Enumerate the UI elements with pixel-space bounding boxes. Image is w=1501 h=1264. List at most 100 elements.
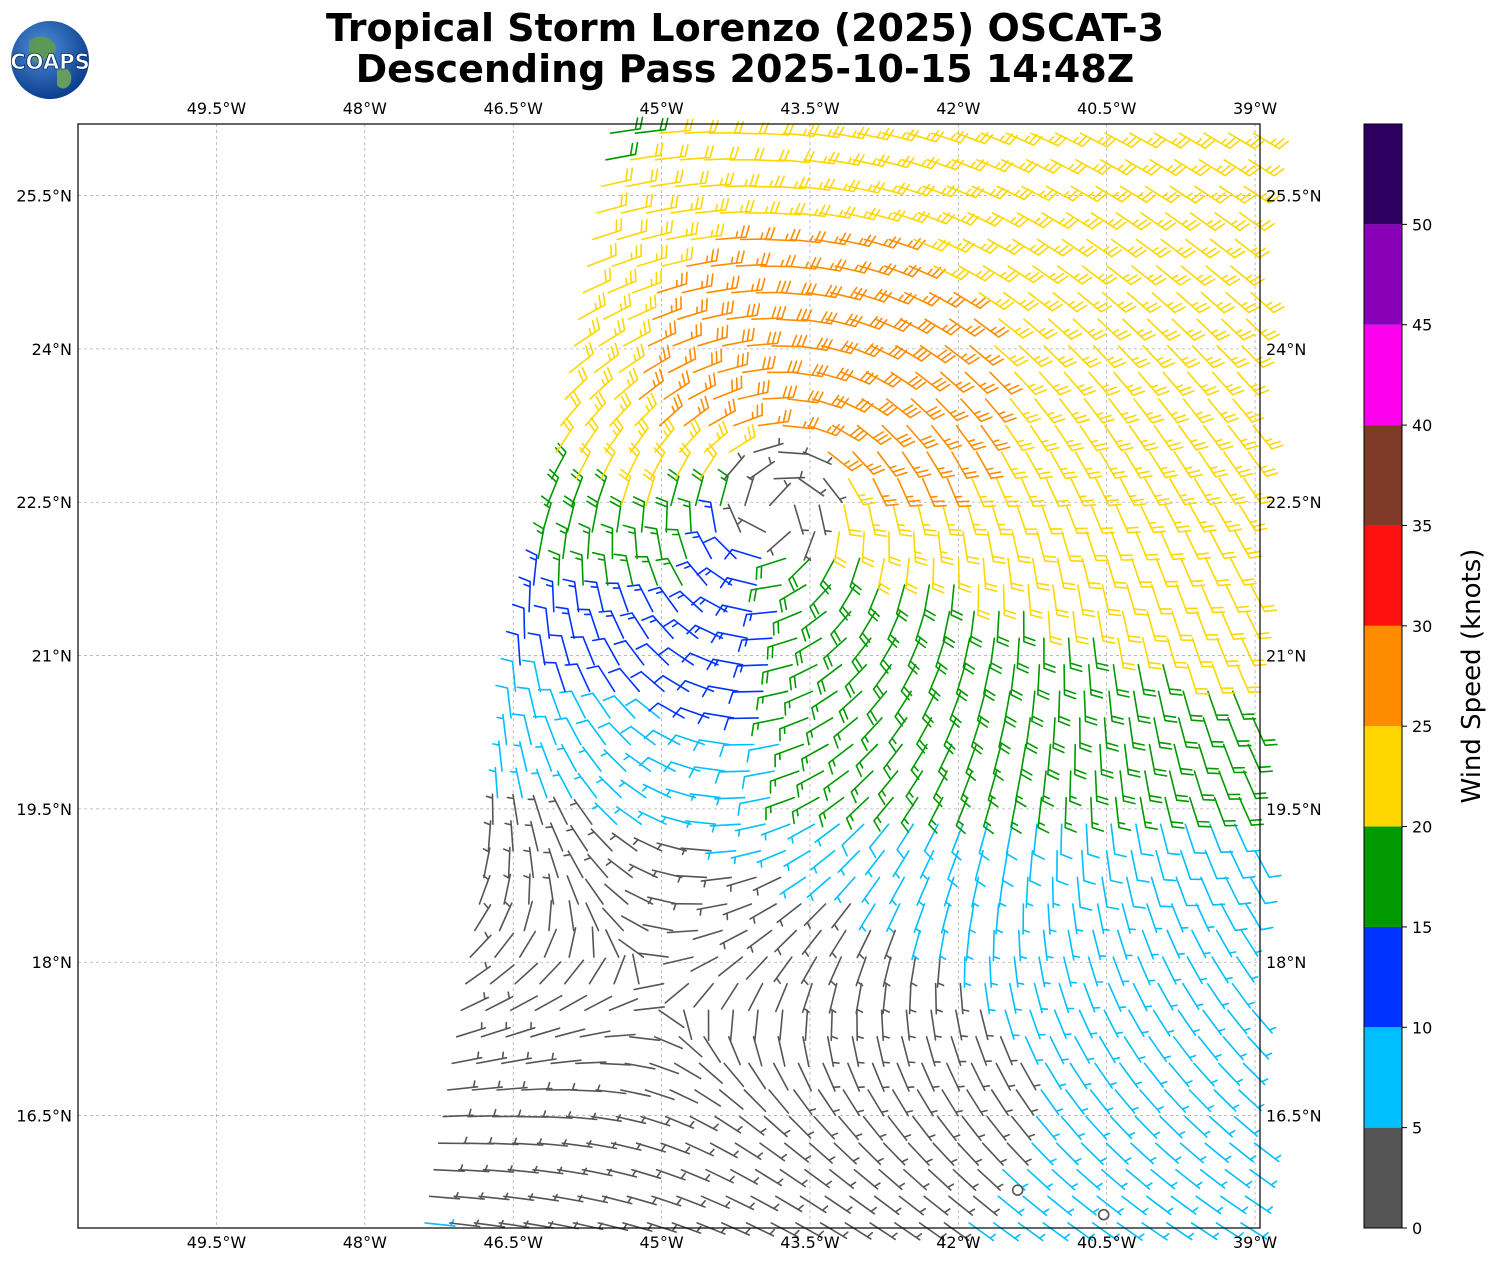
wind-barb	[975, 451, 1004, 480]
wind-barb	[1155, 557, 1180, 588]
wind-barb	[1110, 1115, 1136, 1140]
wind-barb	[1041, 212, 1078, 229]
wind-barb	[1236, 664, 1262, 694]
wind-barb	[1074, 451, 1103, 479]
wind-barb	[495, 684, 512, 719]
wind-barb	[511, 603, 526, 639]
wind-barb	[1191, 929, 1211, 959]
wind-barb	[1094, 1062, 1117, 1089]
wind-barb	[1224, 876, 1252, 905]
colorbar-bin	[1364, 1027, 1402, 1128]
wind-barb	[596, 192, 628, 214]
wind-barb	[719, 743, 755, 757]
wind-barb	[574, 772, 598, 799]
wind-barb	[831, 903, 852, 931]
wind-barb	[765, 796, 795, 821]
lat-tick-label-right: 18°N	[1266, 953, 1306, 972]
wind-barb	[965, 929, 974, 962]
wind-barb	[991, 212, 1029, 228]
wind-barb	[613, 954, 626, 985]
calm-marker	[1097, 1208, 1110, 1221]
wind-barb	[1191, 637, 1215, 668]
wind-barb	[482, 847, 491, 879]
wind-barb	[782, 416, 820, 430]
lon-tick-label-bottom: 43.5°W	[780, 1233, 840, 1252]
wind-barb	[1133, 398, 1165, 424]
wind-barb	[844, 664, 868, 698]
wind-barb	[1009, 982, 1023, 1014]
wind-barb	[554, 1028, 586, 1038]
wind-barb	[772, 1062, 789, 1091]
wind-barb	[911, 929, 921, 961]
wind-barb	[876, 1036, 890, 1067]
wind-barb	[1104, 424, 1134, 452]
wind-barb	[784, 1142, 812, 1163]
wind-barb	[942, 504, 963, 537]
wind-barb	[1114, 1089, 1139, 1114]
wind-barb	[666, 929, 699, 934]
wind-barb	[578, 746, 602, 772]
wind-barb	[810, 850, 836, 874]
wind-barb	[527, 632, 546, 666]
wind-barb	[1194, 185, 1231, 204]
wind-barb	[1213, 796, 1238, 827]
wind-barb	[618, 779, 647, 799]
wind-barb	[1245, 318, 1280, 341]
wind-barb	[988, 956, 998, 988]
wind-barb	[972, 1195, 1000, 1216]
wind-barb	[1164, 1089, 1190, 1113]
wind-barb	[958, 265, 995, 282]
wind-barb	[955, 1009, 968, 1041]
wind-barb	[982, 557, 998, 593]
wind-barb	[609, 392, 632, 427]
wind-barb	[952, 1168, 979, 1191]
wind-barb	[1198, 159, 1235, 177]
wind-barb	[1143, 1062, 1168, 1088]
lon-tick-label-bottom: 49.5°W	[187, 1233, 247, 1252]
wind-barb	[672, 322, 702, 347]
wind-barb	[953, 291, 990, 310]
wind-barb	[1151, 584, 1174, 615]
wind-barb	[1050, 159, 1088, 175]
wind-barb	[1051, 1168, 1078, 1191]
wind-barb	[480, 1021, 511, 1038]
wind-barb	[686, 248, 720, 267]
wind-barb	[1220, 903, 1248, 932]
wind-barb	[1137, 956, 1156, 986]
wind-barb	[1144, 185, 1181, 204]
wind-barb	[1007, 557, 1024, 592]
wind-barb	[692, 348, 723, 374]
wind-barb	[752, 876, 782, 896]
wind-barb	[620, 915, 649, 932]
wind-barb	[849, 557, 862, 595]
wind-barb	[882, 956, 892, 987]
wind-barb	[1076, 584, 1096, 618]
wind-barb	[723, 1062, 745, 1088]
wind-barb	[1137, 664, 1157, 697]
wind-barb	[986, 1115, 1010, 1141]
wind-barb	[599, 1062, 632, 1066]
wind-barb	[1135, 531, 1160, 561]
wind-barb	[751, 717, 784, 737]
wind-barb	[488, 766, 499, 799]
wind-barb	[999, 1036, 1018, 1066]
wind-barb	[991, 504, 1014, 536]
wind-barb	[833, 1142, 860, 1165]
wind-barb	[1175, 876, 1200, 907]
wind-barb	[984, 398, 1017, 423]
wind-barb	[1222, 743, 1247, 774]
wind-barb	[928, 796, 944, 834]
wind-barb	[723, 717, 760, 731]
wind-barb	[1134, 1115, 1161, 1139]
wind-barb	[950, 1036, 967, 1067]
wind-barb	[873, 1195, 902, 1216]
wind-barb	[823, 179, 861, 193]
wind-barb	[1075, 159, 1112, 175]
wind-barb	[631, 1168, 662, 1180]
wind-barb	[503, 846, 511, 879]
wind-barb	[731, 277, 766, 294]
wind-barb	[570, 636, 596, 666]
wind-barb	[921, 477, 947, 508]
wind-barb	[1162, 371, 1195, 396]
wind-barb	[1207, 690, 1231, 721]
